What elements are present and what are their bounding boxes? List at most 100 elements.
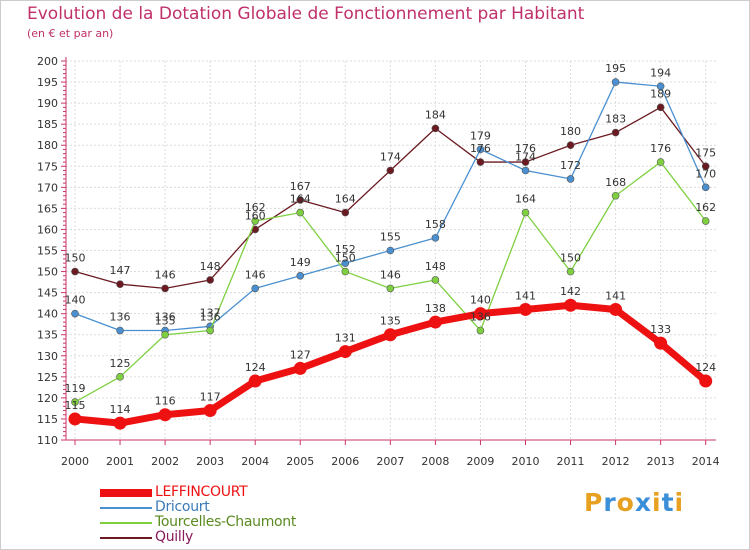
data-label: 124 bbox=[245, 361, 266, 374]
data-label: 172 bbox=[560, 159, 581, 172]
data-label: 146 bbox=[155, 268, 176, 281]
data-point bbox=[431, 234, 440, 242]
data-label: 195 bbox=[605, 62, 626, 75]
logo-letter: i bbox=[674, 488, 685, 517]
data-label: 147 bbox=[110, 264, 131, 277]
data-point bbox=[611, 128, 620, 137]
data-label: 135 bbox=[380, 315, 401, 328]
x-tick-label: 2008 bbox=[421, 455, 449, 468]
data-label: 138 bbox=[425, 302, 446, 315]
data-label: 150 bbox=[65, 252, 86, 265]
data-label: 164 bbox=[290, 193, 311, 206]
data-point bbox=[656, 103, 665, 112]
data-point bbox=[473, 307, 487, 321]
series-leffincourt bbox=[68, 298, 713, 430]
x-tick-label: 2004 bbox=[241, 455, 269, 468]
data-point bbox=[341, 208, 350, 217]
data-label: 125 bbox=[110, 357, 131, 370]
legend-swatch bbox=[100, 507, 152, 509]
x-tick-label: 2001 bbox=[106, 455, 134, 468]
data-point bbox=[611, 191, 620, 200]
data-label: 148 bbox=[425, 260, 446, 273]
x-tick-label: 2014 bbox=[692, 455, 720, 468]
data-label: 194 bbox=[650, 66, 671, 79]
data-point bbox=[476, 158, 485, 166]
data-point bbox=[338, 345, 352, 359]
gridlines bbox=[66, 60, 716, 441]
data-point bbox=[206, 276, 214, 284]
y-tick-label: 115 bbox=[37, 413, 58, 426]
data-point bbox=[71, 309, 79, 318]
data-label: 167 bbox=[290, 180, 311, 193]
logo-letter: i bbox=[652, 488, 662, 517]
data-point bbox=[611, 78, 620, 86]
legend-label: Tourcelles-Chaumont bbox=[155, 514, 297, 530]
data-label: 168 bbox=[605, 176, 626, 189]
legend-swatch bbox=[100, 537, 152, 539]
x-tick-label: 2003 bbox=[196, 455, 224, 468]
data-point bbox=[609, 302, 623, 316]
logo-letter: t bbox=[661, 488, 675, 517]
legend-label: LEFFINCOURT bbox=[155, 484, 248, 500]
data-label: 176 bbox=[515, 142, 536, 155]
data-point bbox=[158, 408, 172, 422]
x-tick-label: 2010 bbox=[512, 455, 540, 468]
data-label: 115 bbox=[65, 399, 86, 412]
data-point bbox=[521, 166, 530, 175]
data-point bbox=[251, 284, 259, 293]
data-label: 158 bbox=[425, 218, 446, 231]
y-tick-label: 160 bbox=[37, 223, 58, 236]
data-point bbox=[341, 259, 350, 267]
data-label: 174 bbox=[380, 150, 401, 163]
data-label: 150 bbox=[335, 252, 356, 265]
x-tick-label: 2005 bbox=[286, 455, 314, 468]
data-label: 135 bbox=[155, 315, 176, 328]
data-label: 184 bbox=[425, 108, 446, 121]
y-tick-label: 165 bbox=[37, 202, 58, 215]
y-tick-label: 145 bbox=[37, 287, 58, 300]
data-point bbox=[564, 298, 578, 312]
data-label: 150 bbox=[560, 252, 581, 265]
data-label: 141 bbox=[515, 289, 536, 302]
data-label: 136 bbox=[470, 311, 491, 324]
data-label: 164 bbox=[335, 193, 356, 206]
y-tick-label: 175 bbox=[37, 160, 58, 173]
data-point bbox=[701, 183, 710, 192]
logo-letter: o bbox=[616, 488, 635, 517]
y-tick-label: 150 bbox=[37, 266, 58, 279]
x-tick-label: 2000 bbox=[61, 455, 89, 468]
data-point bbox=[431, 276, 440, 284]
data-label: 127 bbox=[290, 348, 311, 361]
data-point bbox=[566, 175, 575, 183]
logo-letter: P bbox=[584, 488, 604, 517]
data-point bbox=[293, 361, 307, 375]
data-label: 117 bbox=[200, 391, 221, 404]
data-label: 183 bbox=[605, 113, 626, 126]
data-label: 142 bbox=[560, 285, 581, 298]
x-tick-label: 2006 bbox=[331, 455, 359, 468]
y-tick-label: 125 bbox=[37, 371, 58, 384]
axes bbox=[61, 57, 716, 445]
data-label: 137 bbox=[200, 306, 221, 319]
data-label: 148 bbox=[200, 260, 221, 273]
data-point bbox=[341, 267, 350, 276]
x-tick-label: 2002 bbox=[151, 455, 179, 468]
data-label: 160 bbox=[245, 209, 266, 222]
data-label: 149 bbox=[290, 256, 311, 269]
data-label: 146 bbox=[380, 268, 401, 281]
y-tick-label: 195 bbox=[37, 76, 58, 89]
x-tick-label: 2011 bbox=[557, 455, 585, 468]
x-tick-label: 2009 bbox=[466, 455, 494, 468]
logo-letter: r bbox=[603, 488, 617, 517]
x-tick-labels: 2000 2001 2002 2003 2004 2005 2006 2007 2008 2009… bbox=[61, 455, 720, 468]
data-label: 131 bbox=[335, 332, 356, 345]
proxiti-logo: Proxiti bbox=[584, 488, 684, 517]
legend-swatch bbox=[100, 522, 152, 524]
data-point bbox=[203, 404, 217, 418]
data-point bbox=[654, 336, 668, 350]
series-tourcelles-chaumont bbox=[71, 158, 710, 406]
data-point bbox=[656, 158, 665, 166]
data-label: 179 bbox=[470, 129, 491, 142]
data-label: 124 bbox=[695, 361, 716, 374]
data-label: 136 bbox=[155, 311, 176, 324]
